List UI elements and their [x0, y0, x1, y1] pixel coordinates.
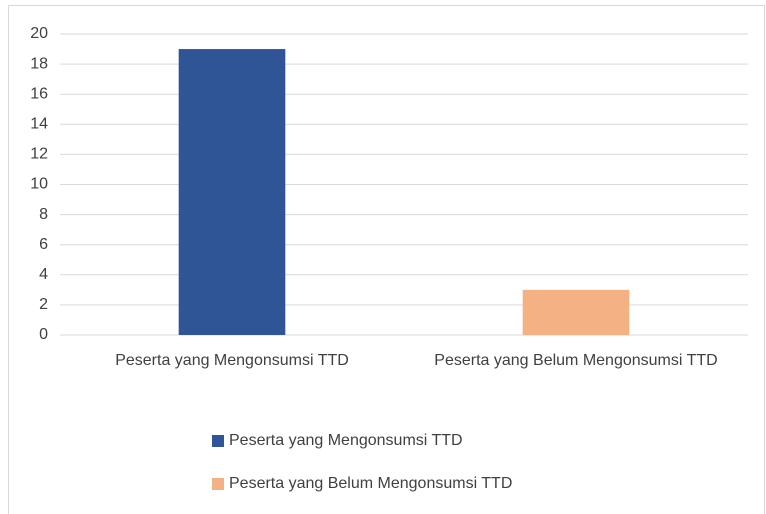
- y-tick-label: 2: [39, 296, 48, 313]
- legend-swatch: [212, 435, 224, 447]
- y-tick-label: 16: [30, 85, 48, 102]
- y-tick-label: 6: [39, 236, 48, 253]
- y-tick-label: 12: [30, 146, 48, 163]
- y-tick-label: 4: [39, 266, 48, 283]
- y-tick-label: 14: [30, 116, 48, 133]
- legend-label: Peserta yang Belum Mengonsumsi TTD: [229, 475, 512, 492]
- legend-swatch: [212, 478, 224, 490]
- bar: [178, 49, 286, 336]
- y-tick-label: 8: [39, 206, 48, 223]
- x-tick-label: Peserta yang Belum Mengonsumsi TTD: [434, 352, 718, 369]
- y-tick-label: 18: [30, 55, 48, 72]
- y-tick-label: 20: [30, 25, 48, 42]
- y-tick-label: 10: [30, 176, 48, 193]
- chart-border: [8, 5, 765, 514]
- x-tick-label: Peserta yang Mengonsumsi TTD: [115, 352, 349, 369]
- bar: [522, 289, 630, 335]
- y-tick-label: 0: [39, 326, 48, 343]
- legend-label: Peserta yang Mengonsumsi TTD: [229, 432, 463, 449]
